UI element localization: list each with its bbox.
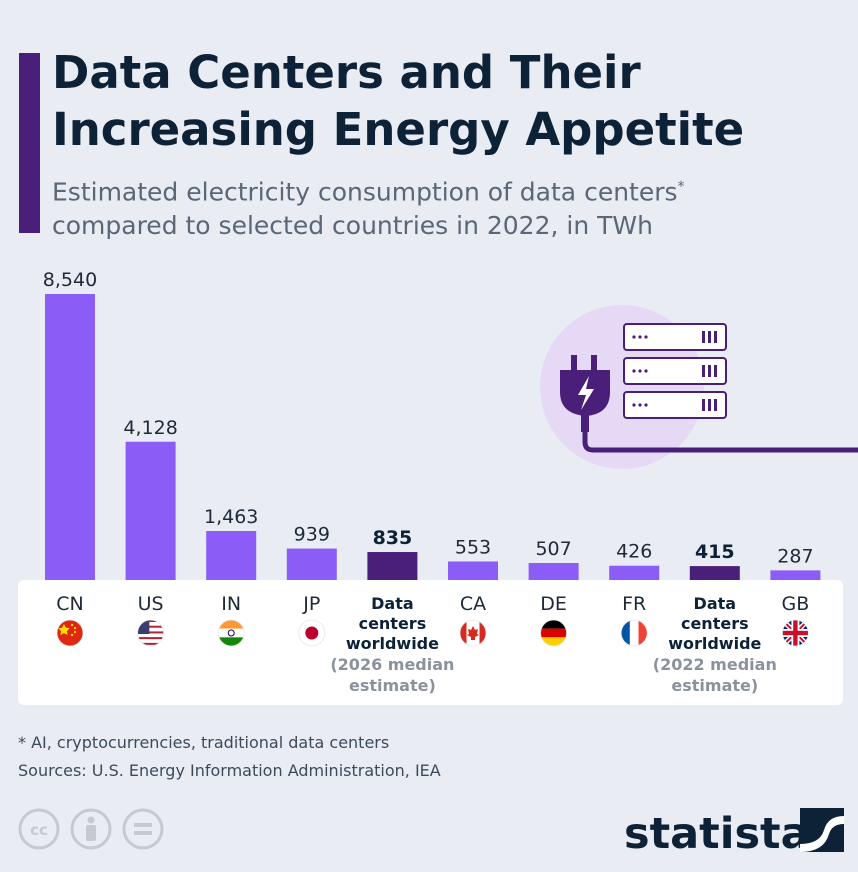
- source-note: Sources: U.S. Energy Information Adminis…: [18, 761, 441, 780]
- plug-icon: [560, 355, 610, 432]
- value-label-de: 507: [535, 538, 571, 560]
- bar-de: [528, 563, 579, 580]
- bar-in: [206, 531, 257, 580]
- japan-flag-icon: [298, 619, 326, 647]
- category-label-panel: [18, 580, 843, 705]
- license-icons: cc: [18, 808, 164, 850]
- bar-jp: [286, 548, 337, 580]
- category-label-dc2022-line3: worldwide: [668, 634, 761, 653]
- category-label-jp: JP: [302, 593, 320, 615]
- value-label-jp: 939: [294, 524, 330, 546]
- subtitle-line1: Estimated electricity consumption of dat…: [52, 177, 678, 207]
- bar-gb: [770, 570, 821, 580]
- subtitle-line2: compared to selected countries in 2022, …: [52, 211, 653, 241]
- value-label-cn: 8,540: [43, 269, 97, 291]
- category-label-gb: GB: [782, 593, 810, 615]
- value-label-dc2026: 835: [373, 527, 413, 549]
- china-flag-icon: [56, 619, 84, 647]
- bar-chart: 8,540CN4,128US1,463IN939JP835Datacenters…: [43, 269, 858, 695]
- india-flag-icon: [217, 619, 245, 647]
- category-label-dc2026-line3: worldwide: [346, 634, 439, 653]
- bar-ca: [448, 561, 498, 580]
- power-cable: [582, 430, 858, 453]
- estimate-note-dc2026-line2: estimate): [349, 676, 436, 695]
- footnote: * AI, cryptocurrencies, traditional data…: [18, 733, 390, 752]
- statista-wordmark: statista: [624, 809, 810, 859]
- category-label-cn: CN: [56, 593, 83, 615]
- value-label-in: 1,463: [204, 506, 258, 528]
- category-label-fr: FR: [622, 593, 646, 615]
- estimate-note-dc2022-line2: estimate): [671, 676, 758, 695]
- statista-logo-icon: [800, 808, 844, 852]
- canada-flag-icon: [459, 619, 487, 647]
- uk-flag-icon: [782, 619, 809, 647]
- creative-commons-icon[interactable]: cc: [18, 808, 60, 850]
- value-label-gb: 287: [777, 545, 813, 567]
- no-derivatives-icon[interactable]: [122, 808, 164, 850]
- value-label-us: 4,128: [123, 417, 177, 439]
- usa-flag-icon: [137, 619, 165, 647]
- value-label-fr: 426: [616, 541, 652, 563]
- chart-title: Data Centers and Their Increasing Energy…: [52, 46, 745, 156]
- category-label-dc2026-line1: Data: [371, 594, 414, 613]
- category-label-dc2026-line2: centers: [359, 614, 427, 633]
- statista-logo[interactable]: statista: [624, 800, 846, 860]
- data-center-illustration: [540, 305, 858, 469]
- server-rack-icon: [623, 323, 727, 419]
- subtitle-asterisk: *: [677, 179, 685, 195]
- value-label-ca: 553: [455, 536, 491, 558]
- bar-dc2022: [689, 566, 740, 580]
- germany-flag-icon: [540, 619, 567, 647]
- estimate-note-dc2022-line1: (2022 median: [653, 655, 777, 674]
- category-label-dc2022-line1: Data: [694, 594, 737, 613]
- svg-text:cc: cc: [30, 821, 48, 839]
- category-label-dc2022-line2: centers: [681, 614, 749, 633]
- category-label-de: DE: [540, 593, 567, 615]
- estimate-note-dc2026-line1: (2026 median: [330, 655, 454, 674]
- france-flag-icon: [620, 619, 648, 647]
- bar-cn: [45, 294, 95, 580]
- bar-fr: [609, 565, 660, 580]
- category-label-ca: CA: [460, 593, 486, 615]
- value-label-dc2022: 415: [695, 541, 735, 563]
- bar-dc2026: [367, 552, 418, 580]
- title-accent-bar: [19, 53, 40, 233]
- chart-subtitle: Estimated electricity consumption of dat…: [52, 170, 832, 243]
- category-label-us: US: [138, 593, 164, 615]
- category-label-in: IN: [221, 593, 241, 615]
- bar-us: [125, 441, 176, 580]
- attribution-icon[interactable]: [70, 808, 112, 850]
